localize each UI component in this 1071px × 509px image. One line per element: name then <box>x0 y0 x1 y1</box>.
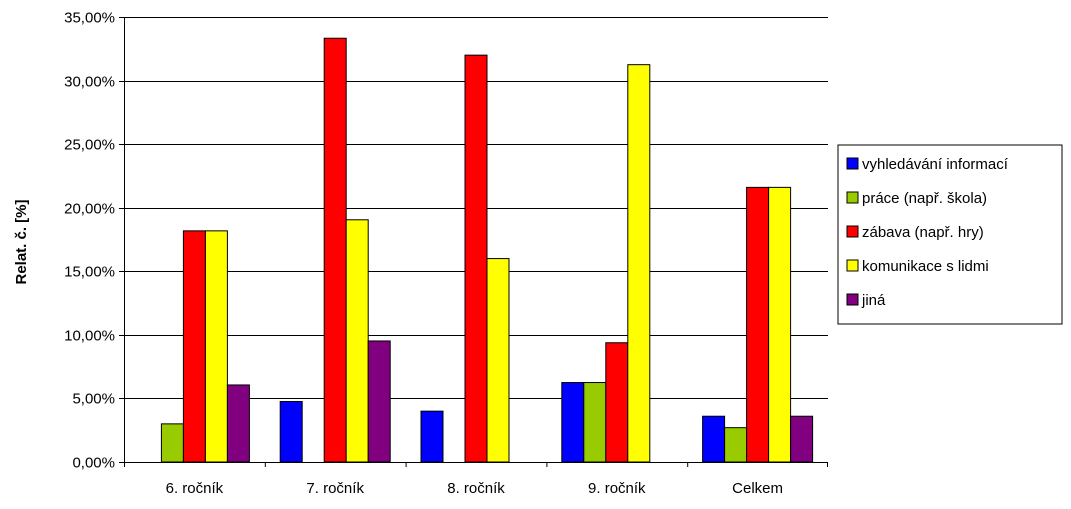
bar <box>345 219 369 463</box>
x-tick-label: Celkem <box>732 480 783 497</box>
bar <box>768 186 792 463</box>
x-tick-label: 6. ročník <box>166 480 224 497</box>
bar <box>583 382 607 463</box>
y-tick-label: 30,00% <box>64 74 115 91</box>
axes: 0,00% 5,00% 10,00% 15,00% 20,00% 25,00% 30,00%… <box>64 10 828 497</box>
legend: vyhledávání informací práce (např. škola)… <box>837 144 1063 325</box>
bar <box>464 54 488 463</box>
legend-swatch <box>846 259 859 272</box>
y-tick-label: 15,00% <box>64 264 115 281</box>
legend-swatch <box>846 293 859 306</box>
legend-label: zábava (např. hry) <box>862 224 984 241</box>
bar <box>420 410 444 463</box>
y-tick-label: 20,00% <box>64 201 115 218</box>
bar <box>323 37 347 463</box>
legend-label: komunikace s lidmi <box>862 258 989 275</box>
bar <box>724 427 748 463</box>
bars <box>160 37 814 463</box>
bar <box>182 230 206 463</box>
y-tick-label: 5,00% <box>72 391 115 408</box>
bar <box>702 415 726 463</box>
y-tick-label: 25,00% <box>64 137 115 154</box>
bar <box>367 340 391 463</box>
legend-label: vyhledávání informací <box>862 156 1009 173</box>
bar <box>627 64 651 463</box>
legend-swatch <box>846 225 859 238</box>
y-tick-label: 0,00% <box>72 455 115 472</box>
x-tick-label: 8. ročník <box>447 480 505 497</box>
legend-box <box>837 144 1063 325</box>
legend-swatch <box>846 157 859 170</box>
y-tick-label: 35,00% <box>64 10 115 27</box>
x-tick-label: 7. ročník <box>306 480 364 497</box>
x-tick-label: 9. ročník <box>588 480 646 497</box>
bar <box>204 230 228 463</box>
legend-swatch <box>846 191 859 204</box>
bar <box>226 384 250 463</box>
bar <box>790 415 814 463</box>
bar <box>746 186 770 463</box>
bar <box>605 342 629 463</box>
bar <box>561 382 585 463</box>
y-tick-label: 10,00% <box>64 328 115 345</box>
bar <box>486 258 510 463</box>
bar <box>279 400 303 463</box>
legend-label: jiná <box>861 292 886 309</box>
y-axis-label: Relat. č. [%] <box>13 199 30 284</box>
legend-label: práce (např. škola) <box>862 190 987 207</box>
bar <box>160 423 184 463</box>
